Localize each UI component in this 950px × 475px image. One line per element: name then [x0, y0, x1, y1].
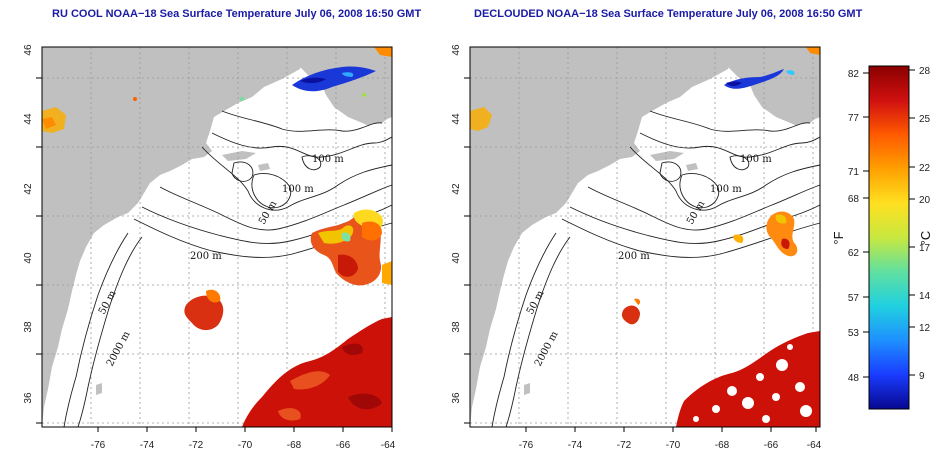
celsius-tick-22: 22 [919, 163, 931, 174]
fahrenheit-tick-48: 48 [848, 373, 860, 384]
fahrenheit-tick-53: 53 [848, 328, 860, 339]
right-lon-tick-74: -74 [568, 440, 583, 451]
right-map-panel: 100 m 100 m 50 m 200 m 50 m 2000 m [469, 46, 821, 428]
right-lon-axis: -76 -74 -72 -70 -68 -66 -64 [519, 427, 822, 451]
fahrenheit-tick-57: 57 [848, 293, 860, 304]
right-lon-tick-68: -68 [715, 440, 730, 451]
contour-label-100m-bank: 100 m [282, 184, 314, 195]
celsius-tick-17: 17 [919, 243, 931, 254]
right-contour-label-100m-north: 100 m [740, 154, 772, 165]
left-lat-tick-46: 46 [23, 44, 34, 56]
contour-label-200m: 200 m [190, 251, 222, 262]
left-lat-axis: 36 38 40 42 44 46 [23, 44, 42, 424]
celsius-unit-label: °C [918, 231, 933, 246]
celsius-tick-12: 12 [919, 323, 931, 334]
right-lat-tick-40: 40 [451, 252, 462, 264]
fahrenheit-tick-62: 62 [848, 248, 860, 259]
right-lon-tick-76: -76 [519, 440, 534, 451]
left-lat-tick-38: 38 [23, 321, 34, 333]
left-map-panel: 100 m 100 m 50 m 200 m 50 m 2000 m [41, 46, 393, 428]
fahrenheit-tick-82: 82 [848, 69, 860, 80]
left-lon-tick-66: -66 [336, 440, 351, 451]
colorbar: °F °C 82 77 71 68 62 57 53 48 28 25 22 2… [831, 65, 933, 410]
contour-label-100m-north: 100 m [312, 154, 344, 165]
right-lat-tick-42: 42 [451, 183, 462, 195]
celsius-tick-14: 14 [919, 291, 931, 302]
right-lat-tick-46: 46 [451, 44, 462, 56]
left-lon-axis: -76 -74 -72 -70 -68 -66 -64 [91, 427, 396, 451]
left-lat-tick-42: 42 [23, 183, 34, 195]
left-lon-tick-74: -74 [140, 440, 155, 451]
left-lon-tick-64: -64 [381, 440, 396, 451]
fahrenheit-unit-label: °F [831, 231, 846, 244]
left-panel-title: RU COOL NOAA−18 Sea Surface Temperature … [52, 8, 422, 20]
right-lon-tick-70: -70 [666, 440, 681, 451]
right-lat-tick-38: 38 [451, 321, 462, 333]
left-lat-tick-44: 44 [23, 113, 34, 125]
right-lon-tick-64: -64 [807, 440, 822, 451]
celsius-tick-25: 25 [919, 114, 931, 125]
right-contour-label-100m-bank: 100 m [710, 184, 742, 195]
right-lon-tick-72: -72 [617, 440, 632, 451]
fahrenheit-tick-77: 77 [848, 113, 860, 124]
left-lat-tick-36: 36 [23, 392, 34, 404]
right-lat-tick-36: 36 [451, 392, 462, 404]
fahrenheit-tick-68: 68 [848, 194, 860, 205]
right-lat-axis: 36 38 40 42 44 46 [451, 44, 470, 424]
right-lon-tick-66: -66 [764, 440, 779, 451]
left-lon-tick-70: -70 [238, 440, 253, 451]
left-lon-tick-68: -68 [287, 440, 302, 451]
fahrenheit-tick-71: 71 [848, 167, 860, 178]
left-lat-tick-40: 40 [23, 252, 34, 264]
left-lon-tick-72: -72 [189, 440, 204, 451]
left-lon-tick-76: -76 [91, 440, 106, 451]
right-lat-tick-44: 44 [451, 113, 462, 125]
right-contour-label-200m: 200 m [618, 251, 650, 262]
celsius-tick-20: 20 [919, 195, 931, 206]
celsius-tick-9: 9 [919, 371, 925, 382]
colorbar-gradient [868, 65, 910, 410]
right-panel-title: DECLOUDED NOAA−18 Sea Surface Temperatur… [474, 8, 863, 20]
celsius-tick-28: 28 [919, 66, 931, 77]
